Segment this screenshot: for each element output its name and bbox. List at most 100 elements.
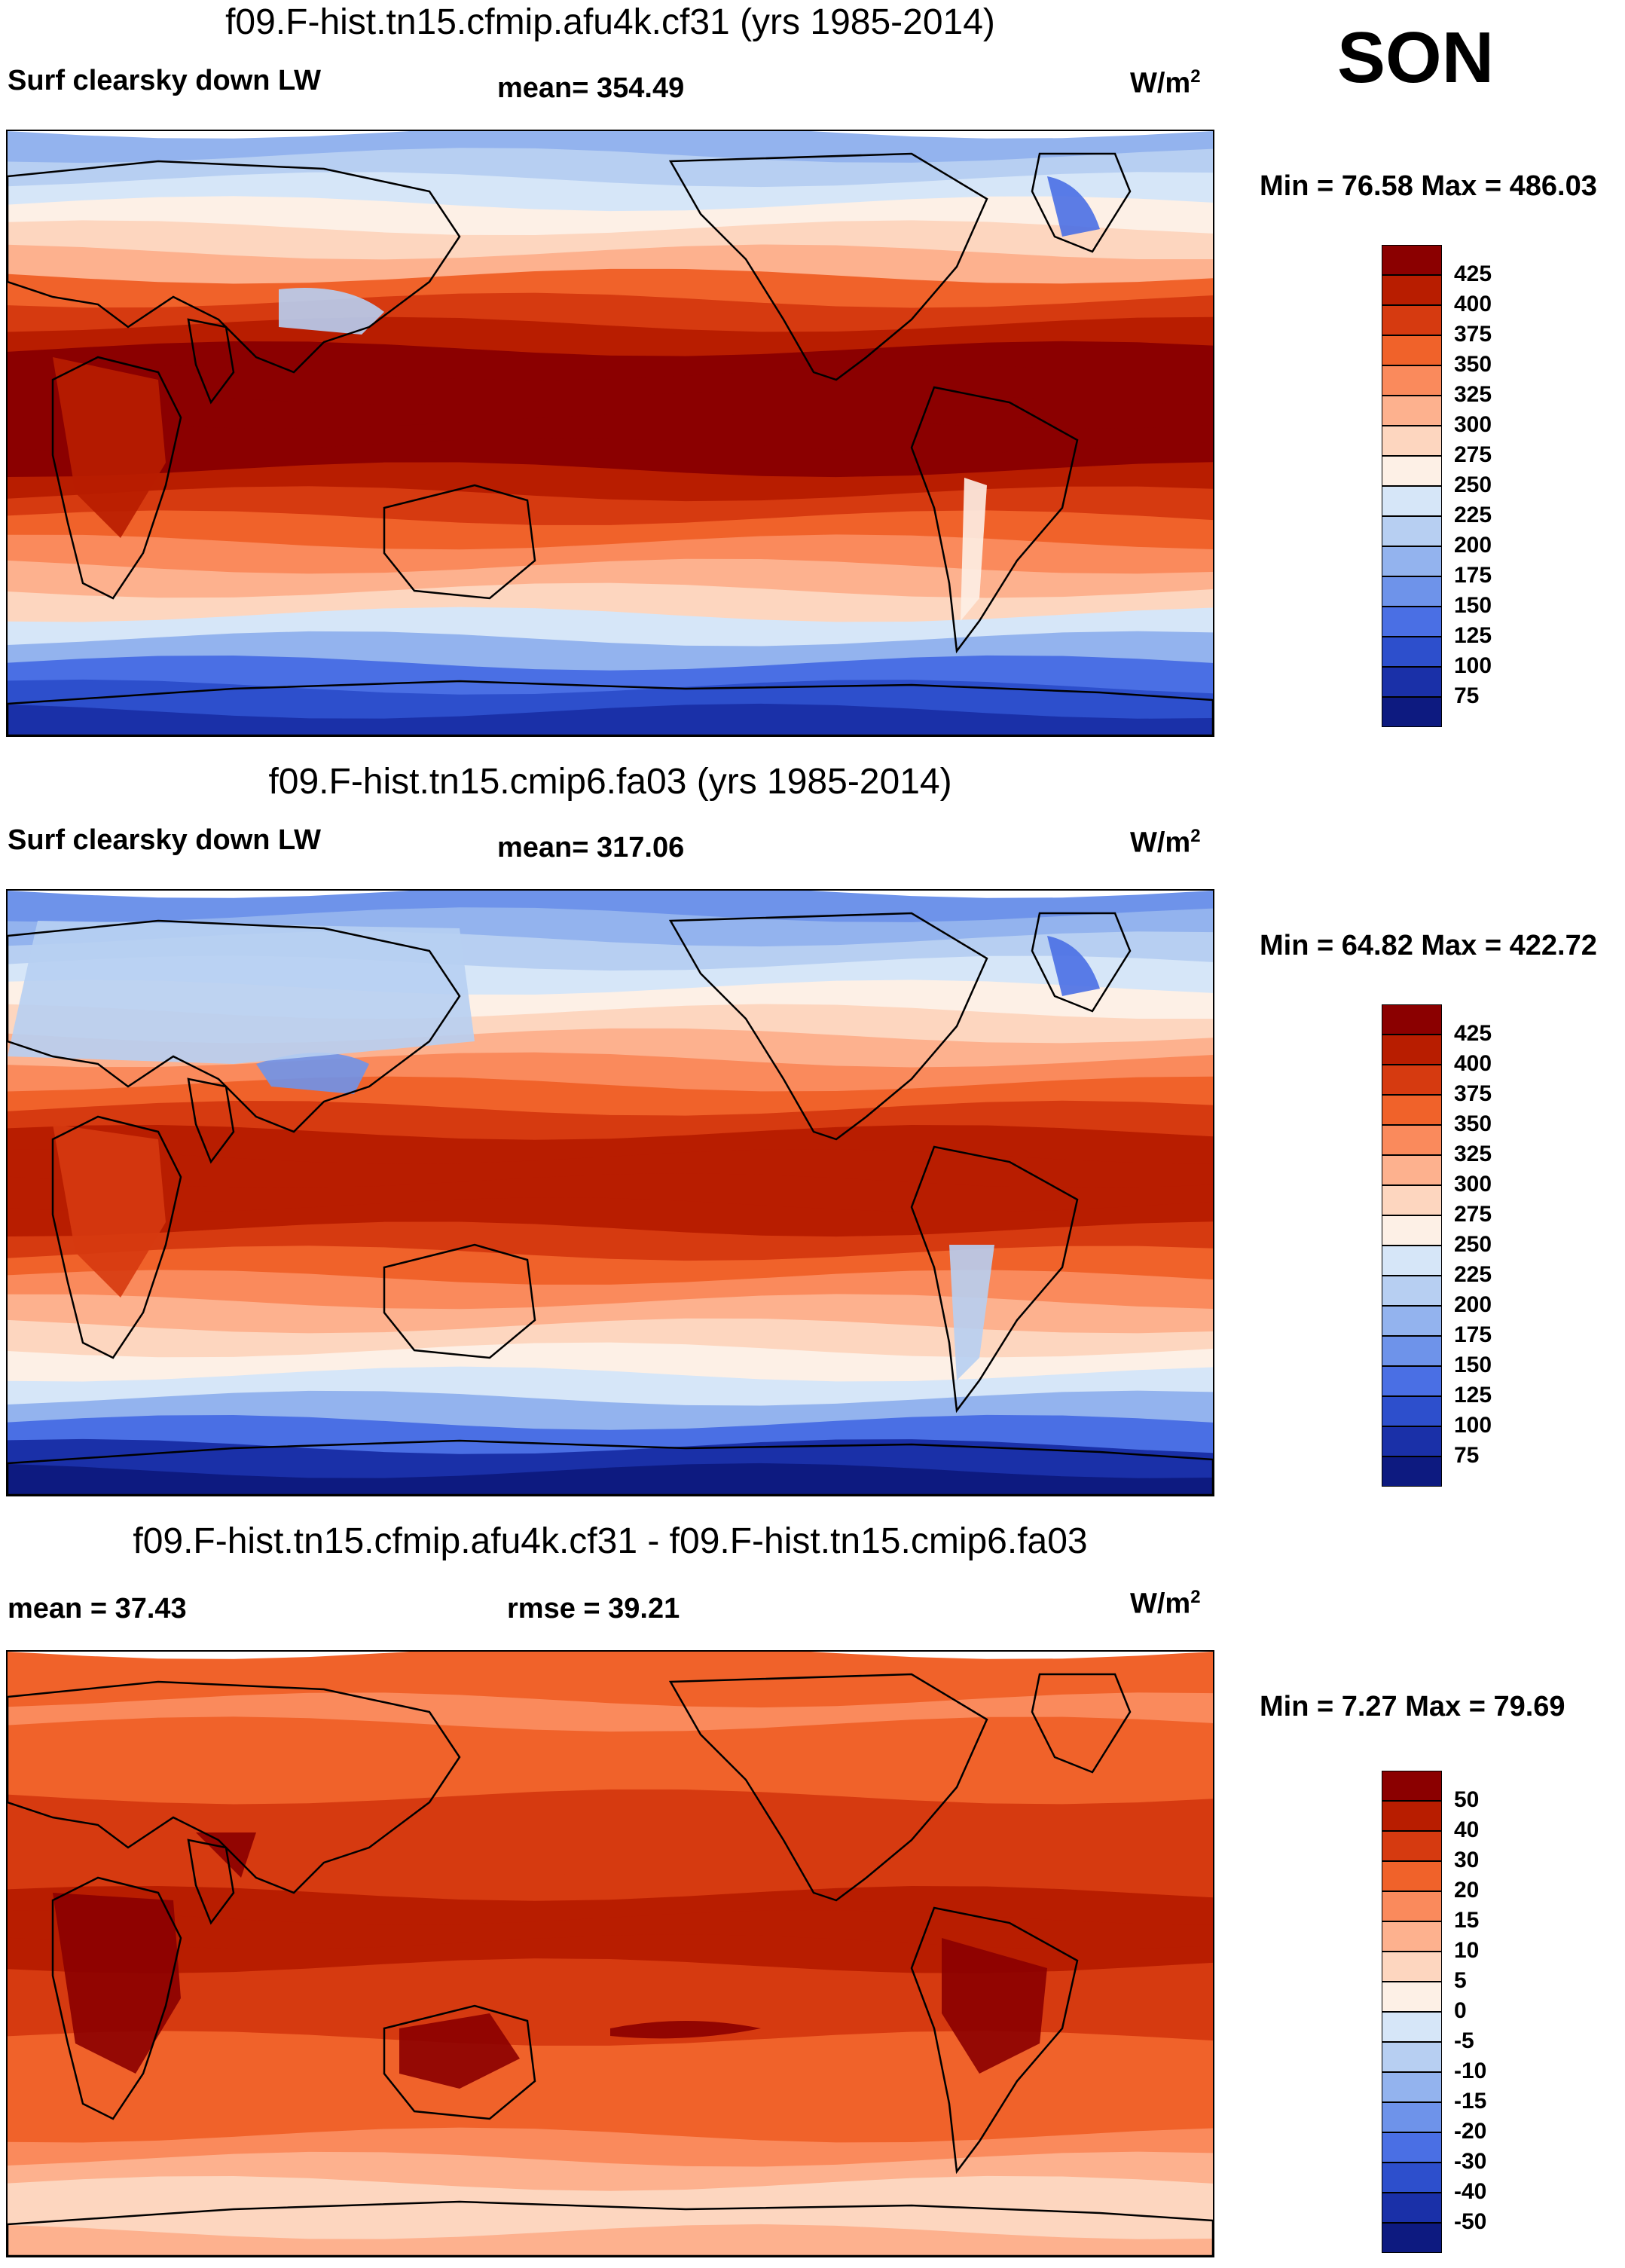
colorbar-swatch bbox=[1382, 1426, 1442, 1456]
map-band bbox=[8, 2224, 1213, 2256]
colorbar-label: 100 bbox=[1454, 653, 1492, 678]
coastline-samerica bbox=[910, 386, 1079, 654]
colorbar-label: 175 bbox=[1454, 563, 1492, 588]
coastline-greenland bbox=[1031, 1673, 1132, 1774]
panel-3-land bbox=[53, 1832, 1047, 2089]
colorbar-swatch bbox=[1382, 1396, 1442, 1426]
coastline-africa bbox=[51, 1115, 182, 1359]
colorbar-label: 50 bbox=[1454, 1787, 1480, 1812]
coastline-india bbox=[187, 318, 235, 405]
colorbar-swatch bbox=[1382, 2102, 1442, 2132]
colorbar-swatch bbox=[1382, 486, 1442, 516]
colorbar-label: 250 bbox=[1454, 472, 1492, 497]
colorbar-label: 275 bbox=[1454, 1202, 1492, 1227]
panel-3-rmse-label: rmse = 39.21 bbox=[507, 1593, 680, 1625]
panel-1-mean-label: mean= 354.49 bbox=[497, 72, 685, 104]
panel-2-variable-label: Surf clearsky down LW bbox=[8, 824, 321, 856]
map-region-patch bbox=[949, 1245, 994, 1380]
coastline-australia bbox=[383, 2004, 536, 2120]
colorbar-swatch bbox=[1382, 1215, 1442, 1246]
colorbar-swatch bbox=[1382, 637, 1442, 667]
colorbar-label: 100 bbox=[1454, 1413, 1492, 1438]
colorbar-label: 300 bbox=[1454, 1172, 1492, 1197]
map-region-patch bbox=[1047, 936, 1100, 996]
panel-2-map-svg bbox=[8, 891, 1213, 1495]
panel-2-mean-label: mean= 317.06 bbox=[497, 832, 685, 863]
map-band bbox=[8, 389, 1213, 432]
colorbar-label: 400 bbox=[1454, 292, 1492, 316]
panel-2-title: f09.F-hist.tn15.cmip6.fa03 (yrs 1985-201… bbox=[268, 762, 952, 802]
coastline-australia bbox=[383, 1243, 536, 1359]
colorbar-swatch bbox=[1382, 2012, 1442, 2042]
coastline-samerica bbox=[910, 1906, 1079, 2175]
colorbar-label: 400 bbox=[1454, 1051, 1492, 1076]
coastline-namerica bbox=[668, 912, 988, 1141]
colorbar-swatch bbox=[1382, 1771, 1442, 1801]
colorbar-swatch bbox=[1382, 607, 1442, 637]
panel-2-map bbox=[6, 889, 1214, 1496]
panel-3-mean-label: mean = 37.43 bbox=[8, 1593, 187, 1625]
panel-3-title: f09.F-hist.tn15.cfmip.afu4k.cf31 - f09.F… bbox=[133, 1521, 1088, 1561]
panel-1-map-svg bbox=[8, 131, 1213, 735]
colorbar-label: 325 bbox=[1454, 382, 1492, 407]
colorbar-label: 350 bbox=[1454, 352, 1492, 377]
panel-3-colorbar bbox=[1382, 1771, 1442, 2253]
colorbar-label: 40 bbox=[1454, 1817, 1480, 1842]
panel-3-bands bbox=[8, 1652, 1213, 2256]
colorbar-swatch bbox=[1382, 1336, 1442, 1366]
map-region-patch bbox=[53, 357, 166, 538]
map-band bbox=[8, 703, 1213, 735]
coastline-namerica bbox=[668, 152, 988, 381]
panel-1-land bbox=[53, 176, 1100, 621]
colorbar-swatch bbox=[1382, 335, 1442, 365]
coastline-australia bbox=[383, 484, 536, 600]
colorbar-label: 15 bbox=[1454, 1908, 1480, 1933]
colorbar-swatch bbox=[1382, 1952, 1442, 1982]
colorbar-swatch bbox=[1382, 2193, 1442, 2223]
colorbar-label: -10 bbox=[1454, 2059, 1487, 2083]
coastline-antarctica bbox=[8, 1439, 1213, 1495]
panel-1-variable-label: Surf clearsky down LW bbox=[8, 65, 321, 96]
colorbar-label: 200 bbox=[1454, 533, 1492, 558]
colorbar-swatch bbox=[1382, 1125, 1442, 1155]
map-region-patch bbox=[942, 1938, 1047, 2074]
panel-2-units: W/m2 bbox=[1130, 826, 1201, 859]
colorbar-label: 5 bbox=[1454, 1968, 1467, 1993]
coastline-africa bbox=[51, 1876, 182, 2120]
colorbar-label: 225 bbox=[1454, 503, 1492, 527]
coastline-samerica bbox=[910, 1145, 1079, 1414]
colorbar-swatch bbox=[1382, 576, 1442, 607]
map-band bbox=[8, 244, 1213, 287]
colorbar-label: -20 bbox=[1454, 2119, 1487, 2144]
coastline-antarctica bbox=[8, 2200, 1213, 2256]
panel-2-coastlines bbox=[8, 912, 1213, 1495]
coastline-india bbox=[187, 1839, 235, 1925]
colorbar-swatch bbox=[1382, 1065, 1442, 1095]
coastline-india bbox=[187, 1077, 235, 1164]
panel-3-map-svg bbox=[8, 1652, 1213, 2256]
colorbar-label: 30 bbox=[1454, 1848, 1480, 1872]
colorbar-swatch bbox=[1382, 245, 1442, 275]
colorbar-label: 225 bbox=[1454, 1262, 1492, 1287]
colorbar-swatch bbox=[1382, 305, 1442, 335]
colorbar-swatch bbox=[1382, 2223, 1442, 2253]
coastline-greenland bbox=[1031, 152, 1132, 253]
colorbar-label: 275 bbox=[1454, 442, 1492, 467]
colorbar-label: -30 bbox=[1454, 2149, 1487, 2174]
colorbar-label: 425 bbox=[1454, 1021, 1492, 1046]
map-band bbox=[8, 1909, 1213, 1952]
coastline-greenland bbox=[1031, 912, 1132, 1013]
panel-3-minmax: Min = 7.27 Max = 79.69 bbox=[1260, 1691, 1565, 1722]
panel-3-coastlines bbox=[8, 1673, 1213, 2256]
map-region-patch bbox=[961, 478, 987, 621]
colorbar-label: 125 bbox=[1454, 1383, 1492, 1408]
coastline-eurasia bbox=[8, 919, 461, 1133]
map-region-patch bbox=[279, 288, 384, 335]
panel-2-minmax: Min = 64.82 Max = 422.72 bbox=[1260, 930, 1597, 961]
colorbar-swatch bbox=[1382, 1831, 1442, 1861]
colorbar-swatch bbox=[1382, 1921, 1442, 1952]
panel-2-bands bbox=[8, 891, 1213, 1495]
colorbar-swatch bbox=[1382, 516, 1442, 546]
colorbar-swatch bbox=[1382, 456, 1442, 486]
panel-3-units: W/m2 bbox=[1130, 1587, 1201, 1620]
